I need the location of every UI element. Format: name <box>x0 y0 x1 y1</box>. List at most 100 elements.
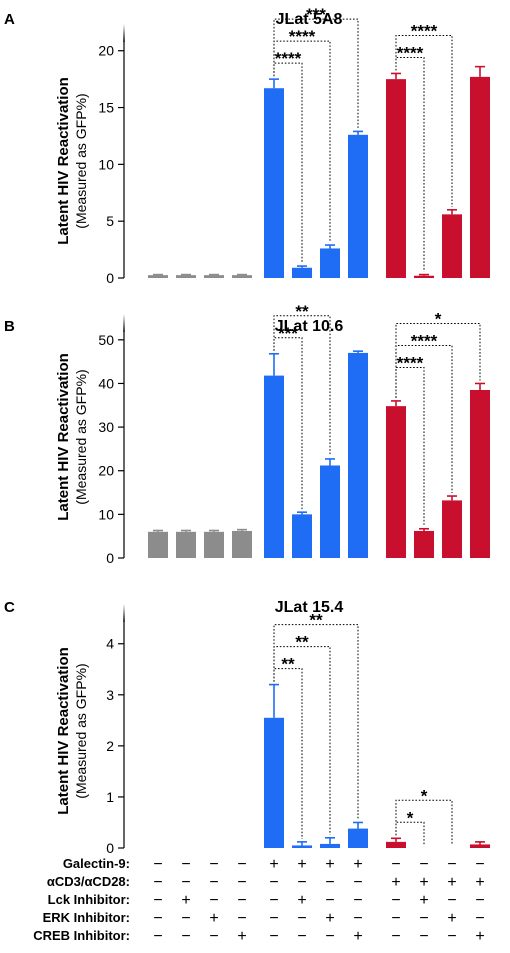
condition-mark: − <box>297 910 306 927</box>
condition-label: αCD3/αCD28: <box>47 874 130 889</box>
bar <box>386 841 406 848</box>
condition-mark: + <box>353 856 362 873</box>
panel-b: B JLat 10.6 Latent HIV Reactivation (Measur… <box>4 302 490 566</box>
significance-label: ** <box>295 633 309 652</box>
condition-mark: − <box>391 856 400 873</box>
condition-table: Galectin-9: − − − − + + + + − − − −αCD3/αCD28: − − − − − −… <box>33 856 484 945</box>
y-axis-label: Latent HIV Reactivation <box>55 77 72 245</box>
condition-mark: − <box>209 874 218 891</box>
significance-bracket <box>273 18 359 129</box>
condition-mark: − <box>297 928 306 945</box>
condition-mark: − <box>269 910 278 927</box>
condition-mark: + <box>447 874 456 891</box>
significance-label: * <box>421 786 428 805</box>
y-axis-label-units: (Measured as GFP%) <box>73 663 89 798</box>
y-tick-label: 10 <box>98 506 114 522</box>
condition-mark: − <box>237 874 246 891</box>
significance-bracket <box>395 821 425 845</box>
condition-mark: + <box>269 856 278 873</box>
condition-mark: − <box>209 892 218 909</box>
significance-label: ** <box>309 611 323 630</box>
y-tick-label: 4 <box>106 636 114 652</box>
bar <box>348 828 368 848</box>
significance-label: **** <box>411 21 438 40</box>
condition-mark: − <box>447 892 456 909</box>
bar <box>292 267 312 278</box>
condition-mark: − <box>419 910 428 927</box>
y-axis-tip <box>123 314 125 332</box>
condition-label: Lck Inhibitor: <box>48 892 130 907</box>
condition-mark: − <box>237 856 246 873</box>
bar <box>176 275 196 278</box>
condition-mark: + <box>419 874 428 891</box>
panel-letter: B <box>4 318 15 335</box>
bar <box>292 845 312 848</box>
condition-mark: − <box>419 928 428 945</box>
bar <box>204 275 224 278</box>
condition-mark: − <box>475 910 484 927</box>
condition-mark: − <box>391 910 400 927</box>
y-axis-label-units: (Measured as GFP%) <box>73 93 89 228</box>
bar <box>264 375 284 558</box>
bar <box>414 530 434 558</box>
condition-mark: − <box>181 910 190 927</box>
condition-mark: + <box>181 892 190 909</box>
condition-mark: − <box>325 928 334 945</box>
bar <box>442 214 462 278</box>
significance-bracket <box>273 668 303 839</box>
condition-mark: + <box>237 928 246 945</box>
bar <box>470 76 490 278</box>
bar <box>348 352 368 558</box>
condition-mark: − <box>475 856 484 873</box>
bar <box>414 275 434 278</box>
condition-mark: − <box>181 928 190 945</box>
condition-label: Galectin-9: <box>63 856 130 871</box>
significance-label: **** <box>397 43 424 62</box>
condition-mark: + <box>447 910 456 927</box>
condition-mark: − <box>153 892 162 909</box>
panel-letter: C <box>4 599 15 616</box>
condition-mark: − <box>237 910 246 927</box>
bar <box>442 500 462 558</box>
significance-label: *** <box>278 324 298 343</box>
condition-mark: − <box>181 856 190 873</box>
y-tick-label: 10 <box>98 156 114 172</box>
condition-mark: − <box>209 928 218 945</box>
y-tick-label: 40 <box>98 375 114 391</box>
bar <box>470 844 490 848</box>
condition-mark: − <box>353 892 362 909</box>
significance-bracket <box>395 366 425 526</box>
condition-mark: − <box>269 874 278 891</box>
condition-mark: + <box>475 874 484 891</box>
bar <box>148 275 168 278</box>
condition-mark: − <box>153 856 162 873</box>
significance-label: *** <box>306 5 326 24</box>
bar <box>232 530 252 558</box>
significance-label: ** <box>295 302 309 321</box>
condition-mark: − <box>447 856 456 873</box>
bar <box>232 275 252 278</box>
significance-label: **** <box>411 331 438 350</box>
chart-title: JLat 15.4 <box>275 599 344 616</box>
condition-mark: − <box>391 928 400 945</box>
condition-mark: + <box>419 892 428 909</box>
y-tick-label: 0 <box>106 270 114 286</box>
condition-mark: − <box>153 910 162 927</box>
condition-mark: + <box>353 928 362 945</box>
significance-label: **** <box>397 353 424 372</box>
chart-title: JLat 10.6 <box>275 318 344 335</box>
significance-bracket <box>395 34 453 207</box>
significance-label: ** <box>281 655 295 674</box>
condition-mark: − <box>353 910 362 927</box>
significance-bracket <box>395 799 453 845</box>
significance-label: **** <box>275 49 302 68</box>
y-tick-label: 1 <box>106 789 114 805</box>
condition-mark: − <box>447 928 456 945</box>
condition-mark: − <box>325 874 334 891</box>
condition-mark: − <box>237 892 246 909</box>
condition-mark: − <box>181 874 190 891</box>
bar <box>320 843 340 848</box>
significance-bracket <box>395 322 481 398</box>
